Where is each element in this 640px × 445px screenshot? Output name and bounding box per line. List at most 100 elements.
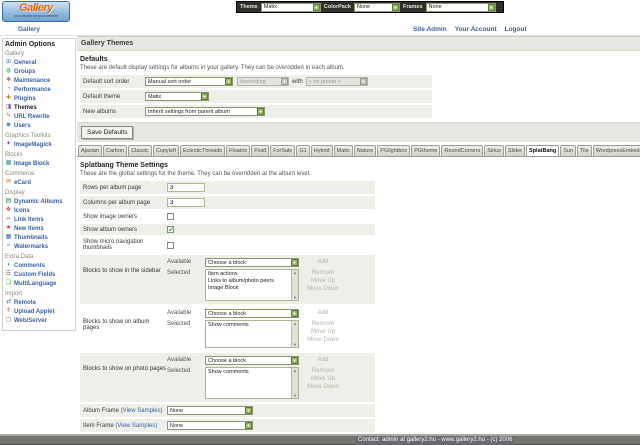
chevron-down-icon[interactable]: ▼: [487, 3, 495, 11]
tab-pgtheme[interactable]: PGtheme: [411, 145, 441, 156]
item-frame-view-samples-link[interactable]: (View Samples): [115, 422, 158, 429]
chevron-down-icon[interactable]: ▼: [312, 3, 320, 11]
logout-link[interactable]: Logout: [504, 26, 527, 33]
sidebar-item-upload-applet[interactable]: ⇑ Upload Applet: [5, 307, 74, 316]
site-admin-link[interactable]: Site Admin: [413, 26, 447, 33]
breadcrumb[interactable]: Gallery: [18, 26, 41, 33]
gallery-logo[interactable]: Gallery your photos on your website: [2, 1, 70, 22]
chevron-down-icon[interactable]: ▼: [245, 407, 252, 414]
chevron-down-icon[interactable]: ▼: [225, 78, 232, 85]
chevron-down-icon[interactable]: ▼: [391, 3, 399, 11]
sidebar-item-thumbnails[interactable]: ▦ Thumbnails: [5, 233, 74, 242]
save-defaults-button[interactable]: Save Defaults: [81, 126, 134, 139]
sidebar-item-new-items[interactable]: ★ New Items: [5, 224, 74, 233]
columns-per-album-page-input[interactable]: [167, 198, 205, 207]
theme-select[interactable]: Matix ▼: [260, 2, 321, 12]
blocks-photo-add-link[interactable]: Add: [317, 357, 329, 363]
scroll-up-icon[interactable]: ▲: [293, 321, 297, 326]
list-item[interactable]: Show comments: [208, 322, 249, 328]
scroll-down-icon[interactable]: ▼: [293, 295, 297, 300]
blocks-sidebar-available-select[interactable]: Choose a block ▼: [205, 258, 299, 267]
colorpack-select[interactable]: None ▼: [353, 2, 400, 12]
tab-floatrix[interactable]: Floatrix: [226, 145, 251, 156]
tab-fluid[interactable]: Fluid: [251, 145, 270, 156]
tab-roundcorners[interactable]: RoundCorners: [441, 145, 484, 156]
tab-g1[interactable]: G1: [296, 145, 310, 156]
show-album-owners-checkbox[interactable]: [167, 226, 174, 234]
scrollbar[interactable]: ▲ ▼: [291, 368, 298, 398]
tab-ajaxian[interactable]: Ajaxian: [78, 145, 103, 156]
tab-hybrid[interactable]: Hybrid: [310, 145, 333, 156]
blocks-sidebar-move-down-link[interactable]: Move Down: [307, 286, 339, 292]
sidebar-item-watermarks[interactable]: ≈ Watermarks: [5, 242, 74, 251]
blocks-album-available-select[interactable]: Choose a block ▼: [205, 309, 299, 318]
your-account-link[interactable]: Your Account: [454, 26, 497, 33]
blocks-sidebar-selected-list[interactable]: Item actions Links to album/photo peers Im…: [205, 269, 299, 301]
chevron-down-icon[interactable]: ▼: [245, 422, 252, 429]
sidebar-item-ecard[interactable]: ✉ eCard: [5, 178, 74, 187]
blocks-album-move-up-link[interactable]: Move Up: [310, 329, 335, 335]
sidebar-item-web-server[interactable]: ◻ Web/Server: [5, 316, 74, 325]
blocks-album-remove-link[interactable]: Remove: [311, 321, 335, 327]
rows-per-album-page-input[interactable]: [167, 183, 205, 192]
tab-matix[interactable]: Matix: [333, 145, 353, 156]
sidebar-item-themes[interactable]: ◨ Themes: [5, 103, 74, 112]
tab-eclecticthreads[interactable]: EclecticThreads: [180, 145, 226, 156]
sidebar-item-multilanguage[interactable]: ❑ MultiLanguage: [5, 279, 74, 288]
scroll-down-icon[interactable]: ▼: [293, 342, 297, 347]
tab-nature[interactable]: Nature: [353, 145, 377, 156]
scrollbar[interactable]: ▲ ▼: [291, 270, 298, 300]
blocks-sidebar-remove-link[interactable]: Remove: [311, 270, 335, 276]
blocks-sidebar-move-up-link[interactable]: Move Up: [310, 278, 335, 284]
sidebar-item-groups[interactable]: ◍ Groups: [5, 67, 74, 76]
item-frame-select[interactable]: None ▼: [167, 421, 253, 430]
sidebar-item-icons[interactable]: ❖ Icons: [5, 206, 74, 215]
list-item[interactable]: Image Block: [208, 285, 239, 291]
default-theme-select[interactable]: Matix ▼: [145, 92, 209, 101]
sidebar-item-dynamic-albums[interactable]: ▤ Dynamic Albums: [5, 197, 74, 206]
tab-splatbang[interactable]: SplatBang: [526, 145, 560, 156]
list-item[interactable]: Show comments: [208, 369, 249, 375]
sidebar-item-url-rewrite[interactable]: ✎ URL Rewrite: [5, 112, 74, 121]
show-image-owners-checkbox[interactable]: [167, 213, 174, 220]
blocks-photo-available-select[interactable]: Choose a block ▼: [205, 356, 299, 365]
tab-tile[interactable]: Tile: [577, 145, 592, 156]
chevron-down-icon[interactable]: ▼: [291, 259, 298, 266]
sidebar-item-maintenance[interactable]: ✱ Maintenance: [5, 76, 74, 85]
list-item[interactable]: Links to album/photo peers: [208, 278, 275, 284]
tab-copyleft[interactable]: Copyleft: [152, 145, 180, 156]
album-frame-view-samples-link[interactable]: (View Samples): [120, 407, 163, 414]
blocks-photo-move-down-link[interactable]: Move Down: [307, 384, 339, 390]
chevron-down-icon[interactable]: ▼: [291, 310, 298, 317]
tab-wordpressembedded[interactable]: WordpressEmbedded: [592, 145, 640, 156]
tab-pglightbox[interactable]: PGlightbox: [377, 145, 411, 156]
blocks-album-selected-list[interactable]: Show comments ▲ ▼: [205, 320, 299, 348]
blocks-photo-selected-list[interactable]: Show comments ▲ ▼: [205, 367, 299, 399]
sidebar-item-remote[interactable]: ⇄ Remote: [5, 298, 74, 307]
sidebar-item-imagemagick[interactable]: ✦ ImageMagick: [5, 140, 74, 149]
sidebar-item-performance[interactable]: ◔ Performance: [5, 85, 74, 94]
blocks-album-add-link[interactable]: Add: [317, 310, 329, 316]
frames-select[interactable]: None ▼: [425, 2, 496, 12]
blocks-sidebar-add-link[interactable]: Add: [317, 259, 329, 265]
scroll-up-icon[interactable]: ▲: [293, 270, 297, 275]
sidebar-item-general[interactable]: ⊞ General: [5, 58, 74, 67]
list-item[interactable]: Item actions: [208, 271, 238, 277]
new-albums-select[interactable]: Inherit settings from parent album ▼: [145, 107, 265, 116]
chevron-down-icon[interactable]: ▼: [201, 93, 208, 100]
chevron-down-icon[interactable]: ▼: [257, 108, 264, 115]
sidebar-item-image-block[interactable]: ▦ Image Block: [5, 159, 74, 168]
scroll-down-icon[interactable]: ▼: [293, 393, 297, 398]
tab-slider[interactable]: Slider: [504, 145, 526, 156]
scroll-up-icon[interactable]: ▲: [293, 368, 297, 373]
sidebar-item-custom-fields[interactable]: ☰ Custom Fields: [5, 270, 74, 279]
tab-classic[interactable]: Classic: [128, 145, 152, 156]
blocks-photo-remove-link[interactable]: Remove: [311, 368, 335, 374]
tab-carbon[interactable]: Carbon: [103, 145, 128, 156]
scrollbar[interactable]: ▲ ▼: [291, 321, 298, 347]
sidebar-item-users[interactable]: ◉ Users: [5, 121, 74, 130]
tab-sirius[interactable]: Sirius: [484, 145, 504, 156]
blocks-photo-move-up-link[interactable]: Move Up: [310, 376, 335, 382]
sidebar-item-plugins[interactable]: ✚ Plugins: [5, 94, 74, 103]
chevron-down-icon[interactable]: ▼: [291, 357, 298, 364]
